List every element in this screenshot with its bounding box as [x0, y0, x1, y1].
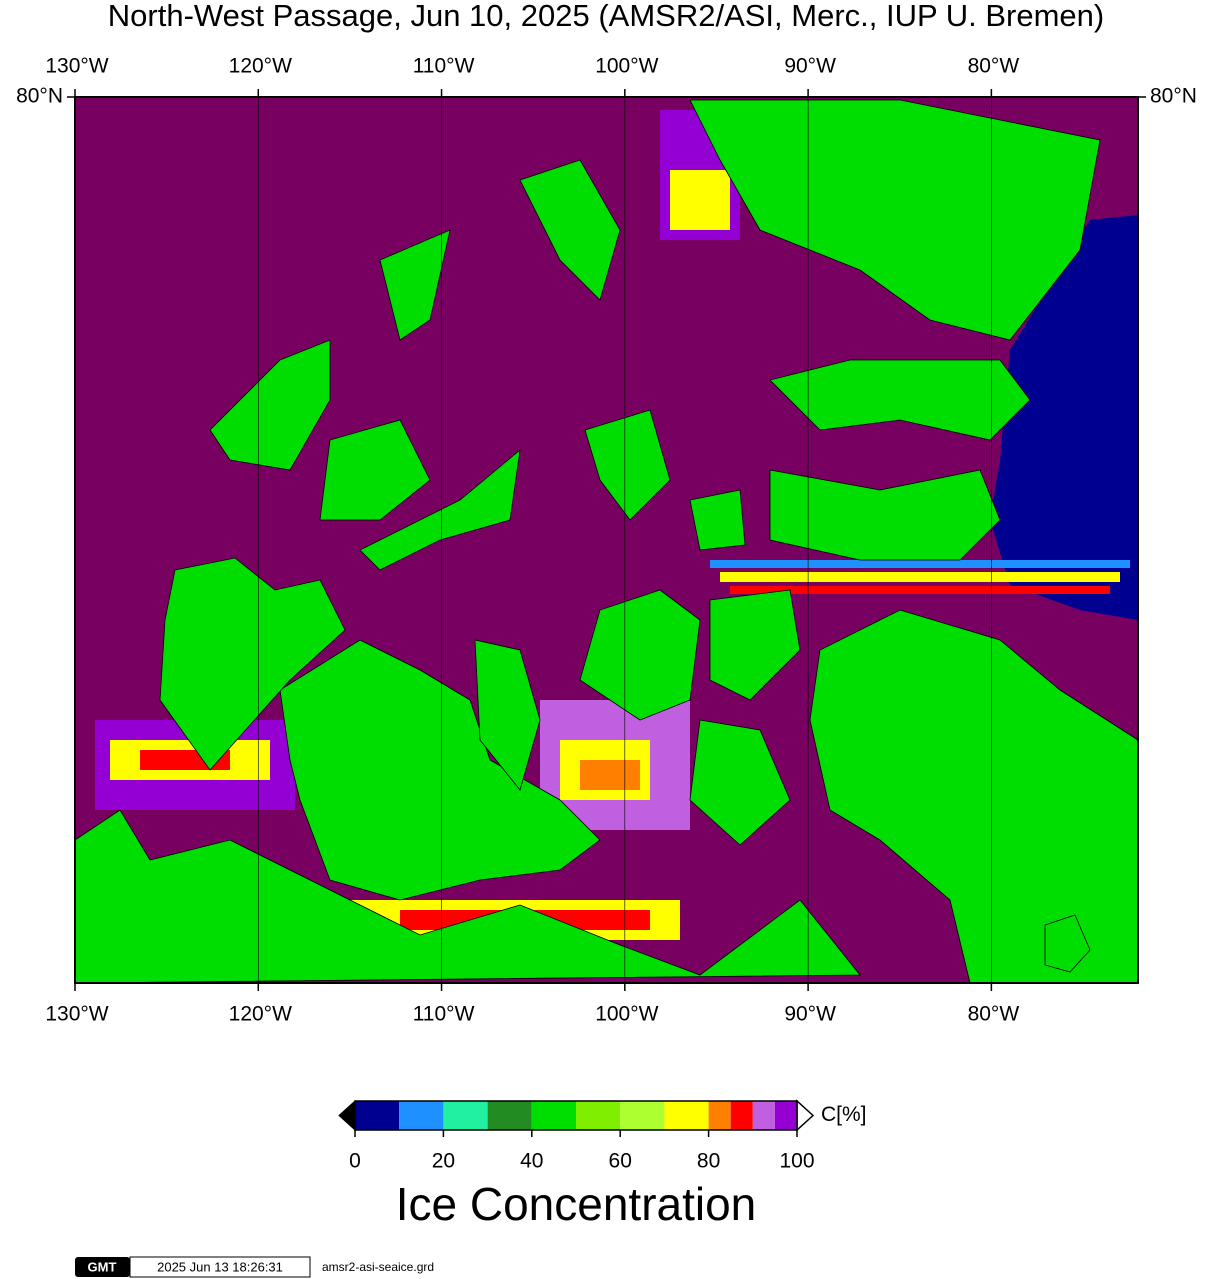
land [689, 489, 746, 551]
gmt-logo-text: GMT [88, 1259, 117, 1274]
colorbar-tick-label: 40 [520, 1150, 543, 1173]
ice-edge [710, 560, 1130, 568]
ice-patch [580, 760, 640, 790]
lon-label: 100°W [595, 55, 658, 78]
colorbar-segment [664, 1101, 709, 1130]
lon-label: 130°W [45, 55, 108, 78]
gmt-logo [75, 1257, 130, 1277]
colorbar-segment [752, 1101, 775, 1130]
colorbar-segment [487, 1101, 532, 1130]
lon-label: 110°W [413, 1003, 475, 1026]
colorbar-tick-label: 0 [349, 1150, 361, 1173]
land [359, 449, 521, 571]
colorbar-segment [708, 1101, 731, 1130]
land [579, 589, 701, 721]
colorbar-tick-label: 80 [697, 1150, 720, 1173]
under-triangle [338, 1099, 356, 1132]
lon-label: 80°W [968, 1003, 1020, 1026]
timestamp-box [129, 1256, 311, 1278]
colorbar-segment [531, 1101, 576, 1130]
colorbar-segment [730, 1101, 753, 1130]
lon-label: 130°W [45, 1003, 108, 1026]
colorbar: 0 20 40 60 80 100 C[%] Ice Concentration [338, 1099, 867, 1230]
colorbar-segment [399, 1101, 444, 1130]
lon-label: 90°W [784, 1003, 836, 1026]
land [379, 229, 451, 341]
colorbar-tick-label: 20 [432, 1150, 455, 1173]
land [689, 99, 1101, 341]
open-water [990, 215, 1138, 620]
land [474, 639, 541, 791]
colorbar-tick-label: 100 [779, 1150, 814, 1173]
lon-label: 90°W [784, 55, 836, 78]
land [769, 469, 1001, 561]
ice-patch [670, 170, 730, 230]
map-area [74, 96, 1139, 984]
ice-edge [730, 586, 1110, 594]
colorbar-frame [354, 1100, 798, 1131]
source-file: amsr2-asi-seaice.grd [322, 1260, 434, 1274]
land [209, 339, 331, 471]
land [709, 589, 801, 701]
colorbar-segment [355, 1101, 400, 1130]
lat-label: 80°N [16, 85, 63, 108]
lon-label: 100°W [595, 1003, 658, 1026]
land [319, 419, 431, 521]
land [74, 809, 861, 984]
lon-label: 120°W [229, 1003, 292, 1026]
land [584, 409, 671, 521]
ice-edge [720, 572, 1120, 582]
colorbar-title: Ice Concentration [396, 1178, 757, 1230]
lon-label: 80°W [968, 55, 1020, 78]
lat-label: 80°N [1150, 85, 1197, 108]
timestamp: 2025 Jun 13 18:26:31 [157, 1259, 283, 1274]
land [1044, 914, 1091, 973]
colorbar-segment [443, 1101, 488, 1130]
colorbar-segment [620, 1101, 665, 1130]
land [519, 159, 621, 301]
land [769, 359, 1031, 441]
over-triangle [796, 1099, 815, 1132]
land [279, 639, 601, 901]
lon-label: 120°W [229, 55, 292, 78]
colorbar-segment [774, 1101, 797, 1130]
map-frame [74, 96, 1139, 984]
map-title: North-West Passage, Jun 10, 2025 (AMSR2/… [108, 0, 1104, 33]
land [159, 557, 346, 771]
colorbar-tick-label: 60 [609, 1150, 632, 1173]
colorbar-segment [576, 1101, 621, 1130]
colorbar-label: C[%] [821, 1103, 867, 1126]
lon-label: 110°W [413, 55, 475, 78]
land [689, 719, 791, 846]
